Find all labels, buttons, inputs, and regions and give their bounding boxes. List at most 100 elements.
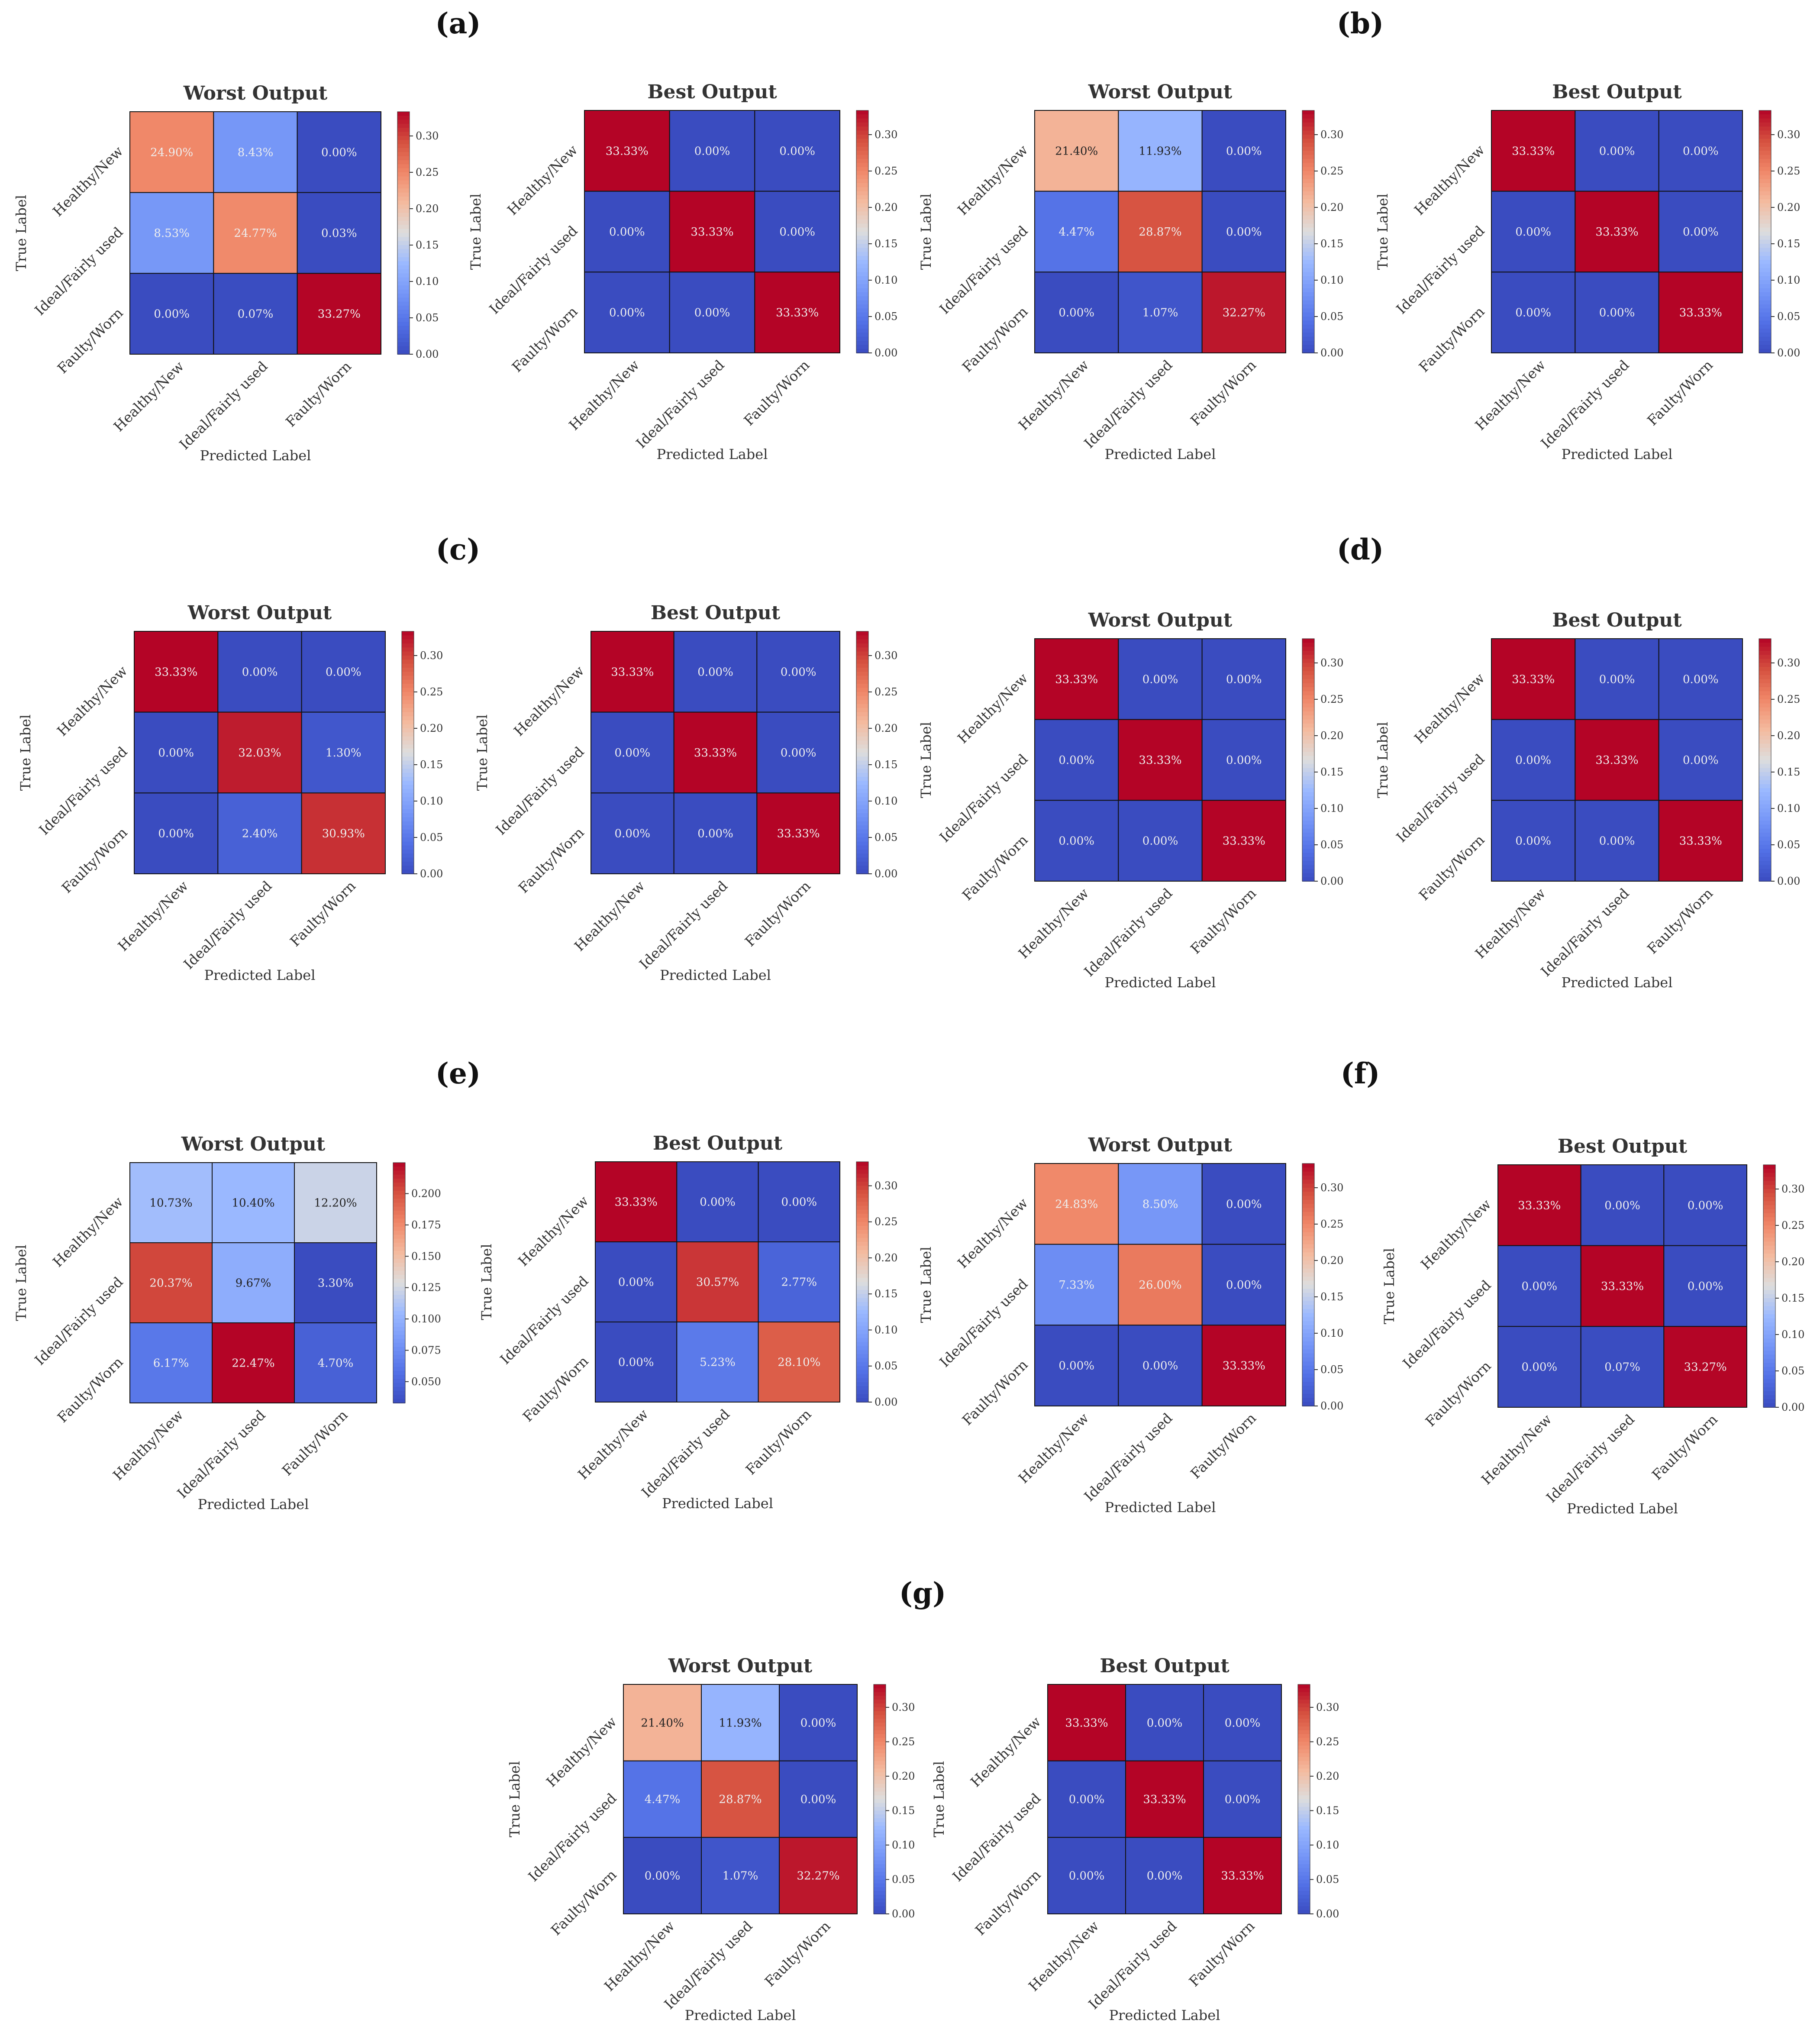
colorbar-segment (1763, 1282, 1775, 1286)
cell-value-label: 0.00% (1683, 226, 1719, 239)
colorbar-tick-label: 0.00 (420, 868, 443, 880)
colorbar-segment (1759, 341, 1771, 346)
cell-value-label: 4.70% (318, 1357, 354, 1370)
colorbar-segment (1302, 663, 1314, 668)
colorbar-segment (856, 732, 868, 737)
colorbar-segment (874, 1730, 886, 1735)
colorbar-segment (1302, 292, 1314, 297)
heatmap-cell (1575, 110, 1659, 192)
colorbar-segment (856, 688, 868, 692)
heatmap-border (129, 111, 381, 355)
colorbar-segment (856, 1390, 868, 1395)
heatmap-cell (1575, 271, 1659, 353)
cell-value-label: 0.00% (1683, 145, 1719, 158)
colorbar-segment (1759, 167, 1771, 171)
colorbar-segment (856, 191, 868, 196)
colorbar-segment (1759, 743, 1771, 748)
x-axis-label: Predicted Label (200, 447, 311, 464)
colorbar-segment (1298, 1871, 1310, 1876)
colorbar-segment (1302, 1277, 1314, 1281)
heatmap-cell (623, 1760, 702, 1838)
colorbar-segment (402, 781, 414, 785)
heatmap-cell (1118, 800, 1203, 882)
heatmap-cell (1575, 638, 1659, 720)
colorbar-segment (1763, 1165, 1775, 1170)
colorbar-segment (1763, 1193, 1775, 1198)
colorbar-segment (1763, 1173, 1775, 1177)
heatmap-cell (213, 273, 298, 355)
colorbar-segment (1759, 837, 1771, 841)
chart-title: Worst Output (1088, 81, 1233, 103)
colorbar-segment (402, 797, 414, 801)
colorbar-segment (397, 285, 410, 290)
colorbar-segment (874, 1910, 886, 1914)
colorbar-segment (1298, 1841, 1310, 1845)
colorbar-segment (856, 1330, 868, 1335)
cell-value-label: 32.27% (797, 1870, 839, 1883)
colorbar-segment (397, 346, 410, 351)
cell-value-label: 0.00% (1599, 673, 1635, 686)
colorbar-segment (1763, 1318, 1775, 1323)
colorbar-segment (856, 777, 868, 782)
colorbar-segment (856, 280, 868, 285)
chart-title: Worst Output (1088, 609, 1233, 631)
colorbar-segment (1759, 349, 1771, 353)
colorbar-segment (1763, 1306, 1775, 1311)
colorbar-segment (856, 869, 868, 874)
cell-value-label: 0.00% (1226, 145, 1262, 158)
cell-value-label: 0.00% (1599, 307, 1635, 320)
colorbar-segment (1759, 772, 1771, 777)
colorbar-segment (1759, 317, 1771, 321)
cell-value-label: 0.00% (1142, 1360, 1178, 1373)
cell-value-label: 33.33% (1143, 1793, 1186, 1806)
colorbar-segment (856, 1350, 868, 1354)
colorbar-segment (402, 651, 414, 656)
colorbar-tick-label: 0.00 (875, 868, 897, 880)
colorbar-segment (874, 1684, 886, 1689)
colorbar-segment (1302, 1297, 1314, 1302)
colorbar-segment (402, 845, 414, 850)
colorbar-segment (1759, 179, 1771, 184)
colorbar-segment (1759, 873, 1771, 878)
cell-value-label: 0.07% (238, 308, 274, 321)
colorbar-segment (1302, 1382, 1314, 1386)
colorbar-segment (1302, 118, 1314, 123)
colorbar-segment (1298, 1849, 1310, 1853)
colorbar-segment (1302, 639, 1314, 643)
colorbar-segment (856, 300, 868, 305)
cell-value-label: 0.00% (1599, 835, 1635, 848)
colorbar-segment (1759, 731, 1771, 736)
cell-value-label: 1.07% (1142, 307, 1178, 320)
colorbar-segment (1759, 816, 1771, 821)
colorbar-segment (1759, 695, 1771, 700)
heatmap-cell (756, 792, 841, 875)
colorbar-segment (1302, 187, 1314, 192)
colorbar-segment (1298, 1864, 1310, 1868)
cell-value-label: 0.00% (1599, 145, 1635, 158)
colorbar-segment (1302, 1264, 1314, 1269)
colorbar-segment (1302, 1163, 1314, 1168)
heatmap-border (1497, 1164, 1747, 1408)
colorbar-segment (1302, 1361, 1314, 1366)
colorbar-tick-label: 0.200 (411, 1188, 441, 1200)
colorbar-segment (397, 313, 410, 318)
colorbar-segment (874, 1734, 886, 1739)
colorbar-tick-label: 0.30 (1320, 657, 1343, 669)
heatmap-cell (1034, 1244, 1119, 1326)
colorbar-segment (856, 1238, 868, 1242)
colorbar-segment (1302, 671, 1314, 675)
colorbar-segment (1759, 792, 1771, 797)
colorbar-segment (856, 845, 868, 850)
colorbar-segment (393, 1319, 405, 1323)
colorbar-tick-label: 0.15 (1320, 1291, 1343, 1303)
cell-value-label: 8.43% (238, 146, 274, 159)
colorbar-segment (856, 1286, 868, 1290)
colorbar-segment (874, 1879, 886, 1884)
colorbar-segment (1759, 191, 1771, 196)
colorbar-segment (393, 1335, 405, 1339)
colorbar-segment (874, 1707, 886, 1712)
cell-value-label: 0.00% (1688, 1199, 1723, 1212)
colorbar-segment (1302, 877, 1314, 882)
colorbar-segment (402, 663, 414, 668)
